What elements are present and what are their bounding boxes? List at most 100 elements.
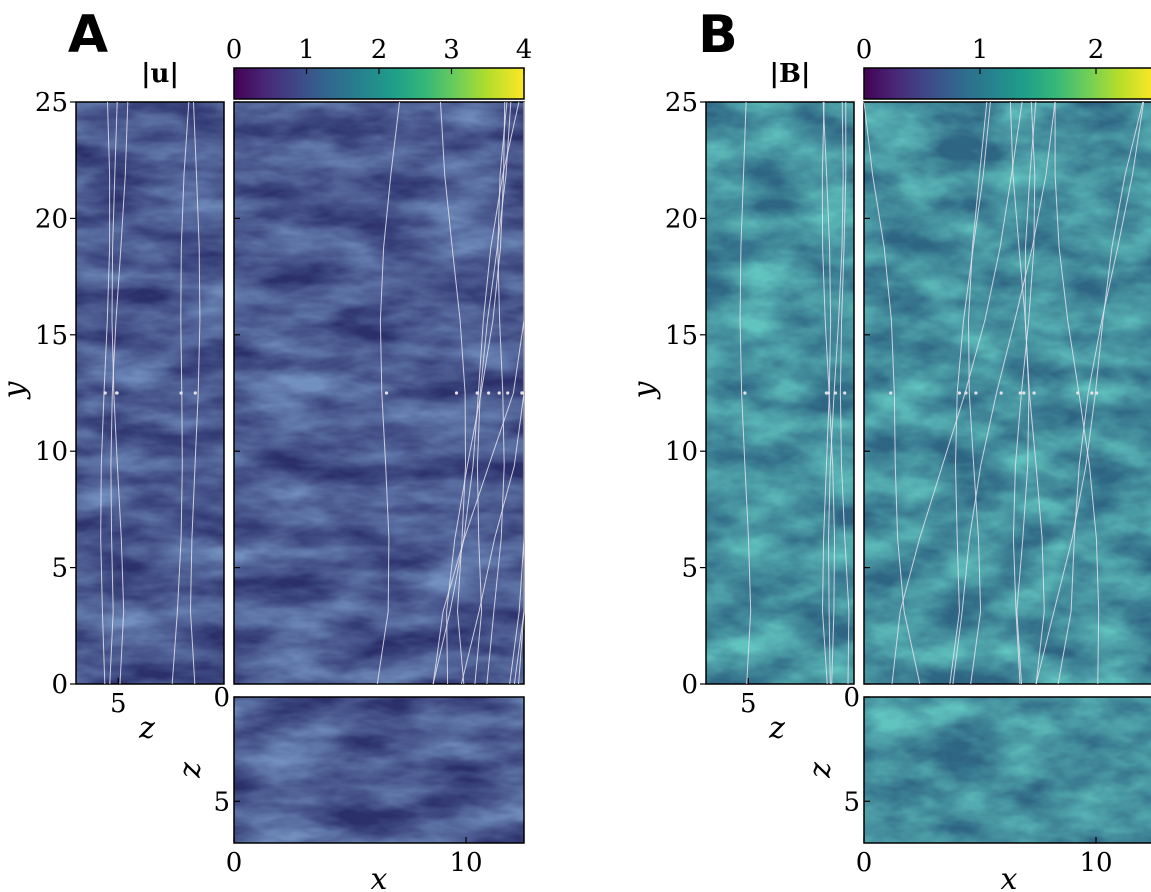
colorbar-tick-label: 1 (298, 35, 315, 65)
streamline (839, 102, 850, 685)
streamline-arrow (1090, 391, 1094, 395)
streamline (189, 101, 201, 685)
streamline (486, 101, 508, 685)
y-axis-tick-label: 15 (35, 321, 68, 351)
streamline (440, 101, 467, 685)
xz-z-axis-tick-label: 5 (213, 787, 230, 817)
zy-slice-frame (705, 101, 855, 685)
y-axis-label: y (0, 380, 32, 400)
streamline-arrow (454, 391, 459, 395)
streamline (1057, 101, 1145, 685)
streamline-arrow (475, 391, 479, 395)
colorbar (863, 67, 1151, 100)
streamline-arrow (1032, 391, 1036, 395)
streamline (863, 101, 921, 685)
panel-label: B (698, 5, 738, 65)
streamline-arrow (487, 391, 491, 395)
z-axis-label: z (138, 711, 155, 746)
x-axis-tick-label: 10 (1079, 848, 1112, 878)
streamline-arrow (974, 391, 978, 395)
streamline (967, 101, 988, 685)
streamline-arrow (743, 391, 747, 395)
xz-slice-field (234, 697, 524, 843)
colorbar-tick-label: 0 (226, 35, 243, 65)
zy-slice-field (76, 102, 224, 684)
colorbar-tick-label: 3 (443, 35, 460, 65)
colorbar-tick-label: 2 (1088, 35, 1105, 65)
streamline (1035, 101, 1144, 685)
zy-slice-field (706, 102, 854, 684)
y-axis-label: y (627, 380, 662, 400)
xy-slice-field (864, 102, 1151, 684)
z-axis-tick-label: 5 (110, 689, 127, 719)
streamline-arrow (889, 391, 893, 395)
colorbar-tick-label: 4 (516, 35, 533, 65)
xz-z-axis-tick-label: 0 (843, 683, 860, 713)
x-axis-label: x (371, 862, 388, 892)
streamline (1024, 101, 1045, 685)
x-axis-label: x (1001, 862, 1018, 892)
xy-slice-frame (863, 101, 1151, 685)
y-axis-tick-label: 25 (35, 88, 68, 118)
y-axis-tick-label: 20 (35, 204, 68, 234)
x-axis-tick-label: 10 (449, 848, 482, 878)
colorbar-label: |u| (141, 59, 179, 89)
streamline-arrow (833, 391, 838, 395)
streamline-arrow (179, 391, 183, 395)
xz-z-axis-tick-label: 0 (213, 683, 230, 713)
streamline-arrow (824, 391, 829, 395)
streamline (376, 101, 400, 685)
colorbar-tick-label: 2 (371, 35, 388, 65)
streamline-arrow (520, 391, 524, 395)
xz-slice-frame (233, 696, 525, 844)
x-axis-tick-label: 0 (226, 848, 243, 878)
streamline (460, 102, 525, 685)
colorbar-label: |B| (770, 59, 811, 89)
streamline-arrow (103, 391, 107, 395)
streamline-arrow (497, 391, 501, 395)
y-axis-tick-label: 10 (665, 437, 698, 467)
streamline (111, 101, 125, 685)
y-axis-tick-label: 10 (35, 437, 68, 467)
streamline-arrow (1018, 391, 1022, 395)
streamline-arrow (384, 391, 389, 395)
z-axis-label: z (768, 711, 785, 746)
streamline-arrow (193, 391, 197, 395)
streamline (949, 101, 991, 685)
streamline-arrow (506, 391, 510, 395)
panel-label: A (68, 5, 108, 65)
xz-z-axis-label: z (803, 762, 838, 779)
colorbar-tick-label: 1 (972, 35, 989, 65)
streamline (739, 101, 752, 685)
streamline (109, 101, 129, 685)
streamline (952, 101, 1056, 685)
streamline (474, 101, 512, 685)
y-axis-tick-label: 0 (51, 670, 68, 700)
streamline-arrow (1076, 391, 1080, 395)
y-axis-tick-label: 5 (51, 554, 68, 584)
x-axis-tick-label: 0 (856, 848, 873, 878)
xz-slice-frame (863, 696, 1151, 844)
xz-z-axis-tick-label: 5 (843, 787, 860, 817)
streamline-arrow (999, 391, 1003, 395)
zy-slice-frame (75, 101, 225, 685)
z-axis-tick-label: 5 (740, 689, 757, 719)
xz-z-axis-label: z (173, 762, 208, 779)
streamline-arrow (843, 391, 847, 395)
colorbar-tick-label: 0 (856, 35, 873, 65)
y-axis-tick-label: 0 (681, 670, 698, 700)
xz-slice-field (864, 697, 1151, 843)
streamline (446, 101, 506, 685)
y-axis-tick-label: 25 (665, 88, 698, 118)
streamline (821, 101, 832, 685)
streamline-arrow (115, 391, 119, 395)
y-axis-tick-label: 15 (665, 321, 698, 351)
y-axis-tick-label: 20 (665, 204, 698, 234)
streamline-arrow (964, 391, 968, 395)
y-axis-tick-label: 5 (681, 554, 698, 584)
streamline-arrow (957, 391, 962, 395)
streamline-arrow (1022, 391, 1026, 395)
